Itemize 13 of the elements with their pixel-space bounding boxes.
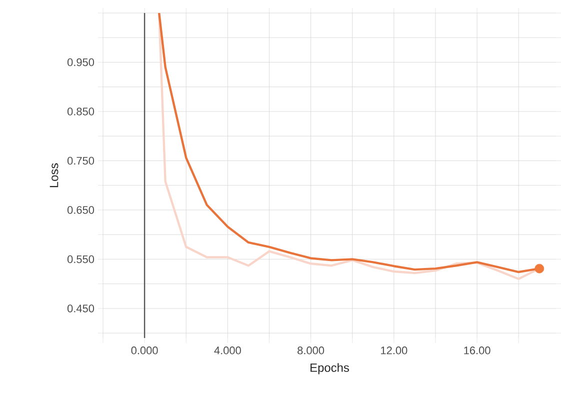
y-tick-label: 0.650 <box>67 206 94 214</box>
y-tick-label: 0.950 <box>67 58 94 66</box>
y-tick-label: 0.550 <box>67 255 94 264</box>
y-axis-title: Loss <box>50 163 58 188</box>
x-tick-label: 8.000 <box>298 346 324 354</box>
y-tick-label: 0.450 <box>67 304 94 312</box>
y-tick-label: 0.750 <box>67 156 94 165</box>
x-axis-title: Epochs <box>310 363 350 374</box>
y-tick-label: 0.850 <box>67 108 94 116</box>
x-tick-label: 12.00 <box>381 346 408 354</box>
x-tick-label: 16.00 <box>464 346 490 354</box>
x-tick-label: 0.000 <box>131 346 158 354</box>
x-tick-label: 4.000 <box>214 346 241 354</box>
